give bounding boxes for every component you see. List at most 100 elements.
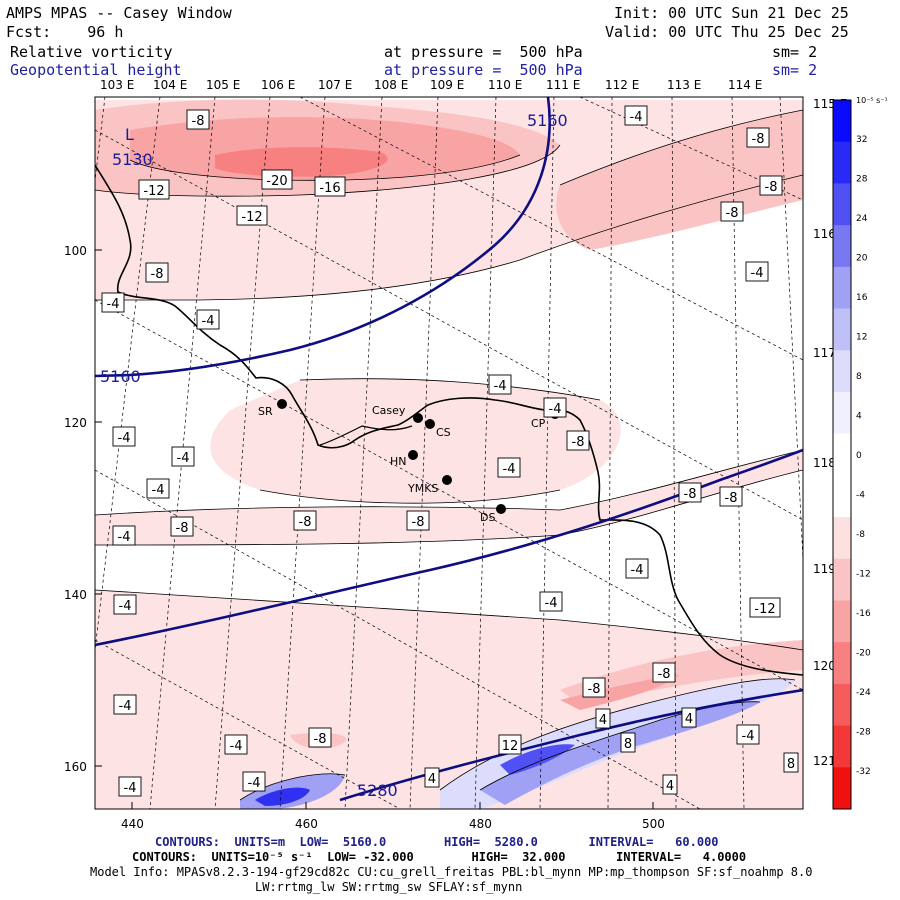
low-marker: L (125, 125, 134, 144)
vorticity-label: 8 (620, 732, 636, 753)
vorticity-label: 4 (681, 707, 697, 728)
colorbar-level-label: 4 (856, 412, 862, 422)
colorbar-level-label: -32 (856, 767, 871, 777)
station-marker[interactable] (408, 450, 418, 460)
vorticity-band-south (95, 450, 803, 545)
height-contours (95, 97, 803, 802)
svg-text:-8: -8 (299, 515, 312, 530)
vorticity-label: -8 (759, 175, 783, 196)
vorticity-label: -16 (314, 176, 346, 197)
svg-text:-8: -8 (192, 114, 205, 129)
vorticity-label: -4 (171, 446, 195, 467)
colorbar-swatch (833, 683, 851, 727)
vorticity-label: -8 (145, 262, 169, 283)
station-label: YMKS (407, 482, 438, 495)
colorbar-swatch (833, 475, 851, 518)
vorticity-label: -4 (118, 776, 142, 797)
vorticity-label: -8 (406, 510, 430, 531)
colorbar-level-label: -8 (856, 530, 865, 540)
colorbar-level-label: 12 (856, 333, 867, 343)
lon-label: 107 E (318, 78, 352, 92)
colorbar-level-label: 0 (856, 451, 862, 461)
positive-vorticity-core (500, 744, 575, 775)
lon-label: 105 E (206, 78, 240, 92)
y-axis-labels: 100 120 140 160 (64, 244, 87, 774)
station-marker[interactable] (413, 413, 423, 423)
lon-label: 103 E (100, 78, 134, 92)
vorticity-label: -8 (678, 482, 702, 503)
station-marker[interactable] (496, 504, 506, 514)
svg-text:-4: -4 (230, 739, 243, 754)
lon-label: 112 E (605, 78, 639, 92)
station-marker[interactable] (277, 399, 287, 409)
init-time: Init: 00 UTC Sun 21 Dec 25 (614, 4, 849, 22)
svg-text:-8: -8 (151, 267, 164, 282)
field2-smoothing: sm= 2 (772, 61, 818, 79)
vorticity-label: -4 (624, 105, 648, 126)
station-label: SR (258, 405, 273, 418)
colorbar-swatch (833, 350, 851, 393)
lon-label: 114 E (728, 78, 762, 92)
field2-level: at pressure = 500 hPa (384, 61, 583, 79)
lon-label: 104 E (153, 78, 187, 92)
vorticity-label: -4 (539, 591, 563, 612)
svg-text:-8: -8 (684, 487, 697, 502)
vorticity-label: 4 (662, 774, 678, 795)
colorbar-swatch (833, 183, 851, 226)
colorbar-level-label: 16 (856, 293, 868, 303)
positive-vorticity-band-inner (480, 701, 760, 805)
axis-ticks (95, 249, 654, 809)
svg-text:-12: -12 (143, 184, 164, 199)
svg-text:-8: -8 (572, 435, 585, 450)
colorbar-swatch (833, 433, 851, 476)
svg-text:12: 12 (502, 739, 519, 754)
svg-text:-20: -20 (266, 174, 287, 189)
station-marker[interactable] (425, 419, 435, 429)
svg-text:-4: -4 (118, 431, 131, 446)
svg-text:-4: -4 (503, 462, 516, 477)
vorticity-label: -8 (652, 662, 676, 683)
vorticity-label: -4 (146, 478, 170, 499)
colorbar-swatch (833, 517, 851, 560)
vorticity-label: -4 (112, 525, 136, 546)
colorbar-frame (832, 99, 852, 810)
lon-label: 109 E (430, 78, 464, 92)
colorbar-swatch (833, 767, 851, 810)
lon-label: 106 E (261, 78, 295, 92)
height-contour-info: CONTOURS: UNITS=m LOW= 5160.0 HIGH= 5280… (155, 835, 719, 849)
svg-text:-4: -4 (107, 297, 120, 312)
svg-text:-12: -12 (754, 602, 775, 617)
vorticity-band-far-south (95, 590, 803, 809)
colorbar-swatch (833, 266, 851, 310)
coastline (95, 164, 803, 676)
svg-text:-4: -4 (119, 699, 132, 714)
station-label: CS (436, 426, 451, 439)
station-marker[interactable] (442, 475, 452, 485)
vorticity-label: -4 (745, 261, 769, 282)
svg-text:8: 8 (787, 757, 795, 772)
vorticity-labels: -8 -4 -8 -12 -20 -16 -8 -12 -8 -8 -4 -4 -4 -4 -4 -4 -4 -8… (101, 105, 799, 797)
field1-level: at pressure = 500 hPa (384, 43, 583, 61)
vorticity-label: -4 (101, 292, 125, 313)
station-label: CP (531, 417, 546, 430)
svg-text:-8: -8 (658, 667, 671, 682)
plot-frame (94, 96, 804, 810)
colorbar-level-label: 8 (856, 372, 862, 382)
vorticity-label: -20 (261, 169, 293, 190)
vorticity-label: -12 (236, 205, 268, 226)
y-tick-label: 160 (64, 760, 87, 774)
svg-text:-4: -4 (549, 402, 562, 417)
svg-text:-4: -4 (742, 729, 755, 744)
svg-text:-4: -4 (494, 379, 507, 394)
y-tick-label: 140 (64, 588, 87, 602)
colorbar-level-label: 20 (856, 254, 868, 264)
vorticity-label: -8 (719, 486, 743, 507)
svg-text:-4: -4 (119, 599, 132, 614)
colorbar-swatch (833, 100, 851, 143)
svg-text:-4: -4 (118, 530, 131, 545)
station-label: HN (390, 455, 407, 468)
svg-text:-4: -4 (177, 451, 190, 466)
svg-text:4: 4 (428, 772, 436, 787)
vorticity-label: -8 (746, 127, 770, 148)
